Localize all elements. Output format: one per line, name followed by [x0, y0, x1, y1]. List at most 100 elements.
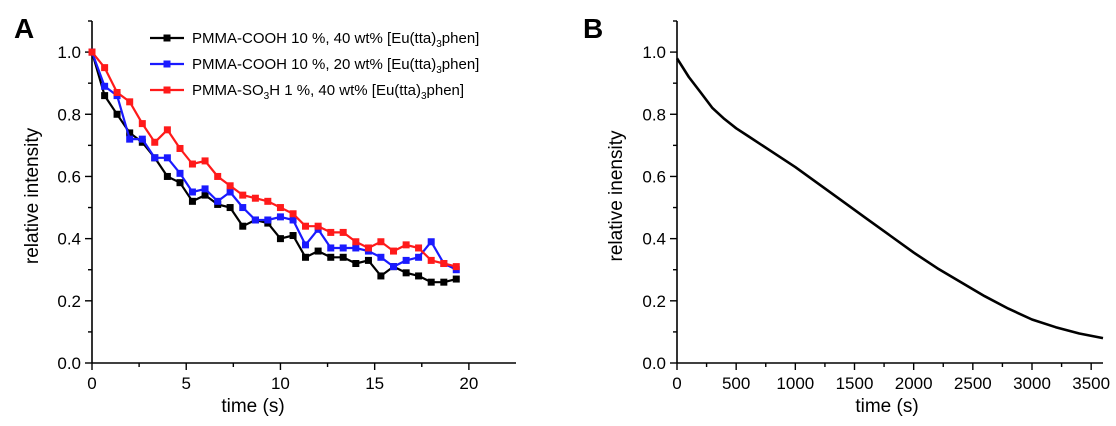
panel-a-series-1-point	[214, 197, 222, 205]
panel-a-series-2-point	[276, 204, 284, 212]
panel-a-series-2-point	[264, 197, 272, 205]
panel-a-series-1-point	[302, 241, 310, 249]
panel-a-series-2-point	[163, 126, 171, 134]
panel-a-series-1-point	[427, 238, 435, 246]
panel-a-series-0-point	[327, 253, 335, 261]
panel-a-series-0-point	[188, 197, 196, 205]
panel-b-x-tick-label: 3500	[1072, 374, 1110, 393]
panel-a-series-1-point	[402, 256, 410, 264]
panel-b-y-tick-label: 0.8	[642, 105, 666, 124]
panel-a-series-1-point	[239, 204, 247, 212]
panel-b-y-tick-label: 0.2	[642, 292, 666, 311]
panel-a-x-tick-label: 20	[459, 374, 478, 393]
legend-entry-2: PMMA-SO3H 1 %, 40 wt% [Eu(tta)3phen]	[192, 82, 464, 102]
panel-a-series-1-point	[126, 135, 134, 143]
panel-a-series-1-point	[201, 185, 209, 193]
panel-a-series-2-point	[214, 172, 222, 180]
panel-a-series-0-point	[126, 129, 134, 137]
panel-a-series-2-point	[402, 241, 410, 249]
panel-a-series-0-point	[226, 204, 234, 212]
panel-b-x-tick-label: 2500	[954, 374, 992, 393]
panel-a-series-1-point	[151, 154, 159, 162]
panel-a-y-tick-label: 0.2	[57, 292, 81, 311]
panel-a-series-2-point	[314, 222, 322, 230]
panel-a-series-2-point	[201, 157, 209, 165]
panel-a-series-0-point	[276, 235, 284, 243]
panel-a-y-tick-label: 1.0	[57, 43, 81, 62]
panel-a-series-2-point	[138, 120, 146, 128]
legend-marker-1	[163, 60, 171, 68]
legend-marker-2	[163, 86, 171, 94]
panel-a-x-tick-label: 10	[271, 374, 290, 393]
legend-entry-1: PMMA-COOH 10 %, 20 wt% [Eu(tta)3phen]	[192, 56, 479, 76]
panel-a-y-tick-label: 0.4	[57, 230, 81, 249]
panel-a-series-2-point	[440, 260, 448, 268]
panel-a-series-2-point	[101, 64, 109, 72]
panel-a-series-2-point	[88, 48, 96, 56]
panel-a-series-1-point	[101, 82, 109, 90]
panel-a-series-1-point	[163, 154, 171, 162]
panel-a-x-tick-label: 0	[87, 374, 96, 393]
panel-b-x-tick-label: 3000	[1013, 374, 1051, 393]
panel-b-x-axis-title: time (s)	[855, 396, 918, 417]
panel-a-series-0-point	[289, 232, 297, 240]
panel-a-series-2-point	[427, 256, 435, 264]
panel-a-series-2-point	[239, 191, 247, 199]
panel-a-series-1-point	[138, 135, 146, 143]
panel-a-series-2-point	[452, 263, 460, 271]
panel-a-series-1-point	[377, 253, 385, 261]
panel-b-y-tick-label: 0.0	[642, 354, 666, 373]
panel-a-plot: 0 5 10 15 20 0.0 0.2 0.4 0.6 0.8 1.0	[57, 20, 516, 393]
panel-a-series-0-point	[377, 272, 385, 280]
panel-a-series-0-point	[302, 253, 310, 261]
panel-b-y-axis-title: relative inensity	[606, 130, 627, 261]
panel-a-series-2-point	[251, 194, 259, 202]
panel-a-y-axis-title: relative intensity	[22, 127, 43, 264]
panel-a-series-2-point	[176, 144, 184, 152]
panel-a-series-2-point	[327, 228, 335, 236]
panel-a-series-2-point	[415, 244, 423, 252]
panel-b-y-tick-label: 1.0	[642, 43, 666, 62]
panel-a-series-0-point	[364, 256, 372, 264]
panel-a-series-2-point	[339, 228, 347, 236]
panel-a-series-2-point	[377, 238, 385, 246]
panel-a-series-1-point	[352, 244, 360, 252]
panel-a-series-1-point	[188, 188, 196, 196]
panel-a-y-tick-label: 0.8	[57, 105, 81, 124]
panel-a-x-tick-label: 15	[365, 374, 384, 393]
panel-a-series-1-point	[251, 216, 259, 224]
panel-a-series-2-point	[226, 182, 234, 190]
panel-a-series-0-point	[239, 222, 247, 230]
panel-a-series-0-point	[101, 92, 109, 100]
panel-a-series-0-point	[452, 275, 460, 283]
panel-a-series-0-point	[427, 278, 435, 286]
panel-b-y-tick-label: 0.4	[642, 230, 666, 249]
panel-a-series-0-point	[415, 272, 423, 280]
panel-a-x-tick-label: 5	[181, 374, 190, 393]
panel-a-series-0-point	[314, 247, 322, 255]
panel-b-x-tick-label: 1000	[776, 374, 814, 393]
panel-a-y-tick-label: 0.0	[57, 354, 81, 373]
panel-a-series-0-point	[440, 278, 448, 286]
panel-a-legend: PMMA-COOH 10 %, 40 wt% [Eu(tta)3phen] PMM…	[150, 30, 479, 102]
panel-b-x-tick-label: 1500	[836, 374, 874, 393]
legend-marker-0	[163, 34, 171, 42]
panel-a-series-1-point	[264, 216, 272, 224]
panel-letter-a: A	[14, 13, 34, 44]
panel-a-x-axis-title: time (s)	[221, 396, 284, 417]
panel-a-series-1-point	[226, 188, 234, 196]
panel-a-series-2-point	[126, 98, 134, 106]
panel-a-series-1-point	[289, 216, 297, 224]
legend-entry-0: PMMA-COOH 10 %, 40 wt% [Eu(tta)3phen]	[192, 30, 479, 50]
panel-a-series-1-point	[390, 263, 398, 271]
panel-a-series-2-point	[289, 210, 297, 218]
panel-a-series-1-point	[176, 169, 184, 177]
panel-a-series-2-point	[390, 247, 398, 255]
panel-a-series-0-point	[176, 179, 184, 187]
panel-a-series-2-point	[364, 244, 372, 252]
panel-a-series-1-point	[276, 213, 284, 221]
panel-a-series-0-point	[352, 260, 360, 268]
panel-a-series-0-point	[163, 172, 171, 180]
panel-b-x-tick-label: 500	[722, 374, 750, 393]
